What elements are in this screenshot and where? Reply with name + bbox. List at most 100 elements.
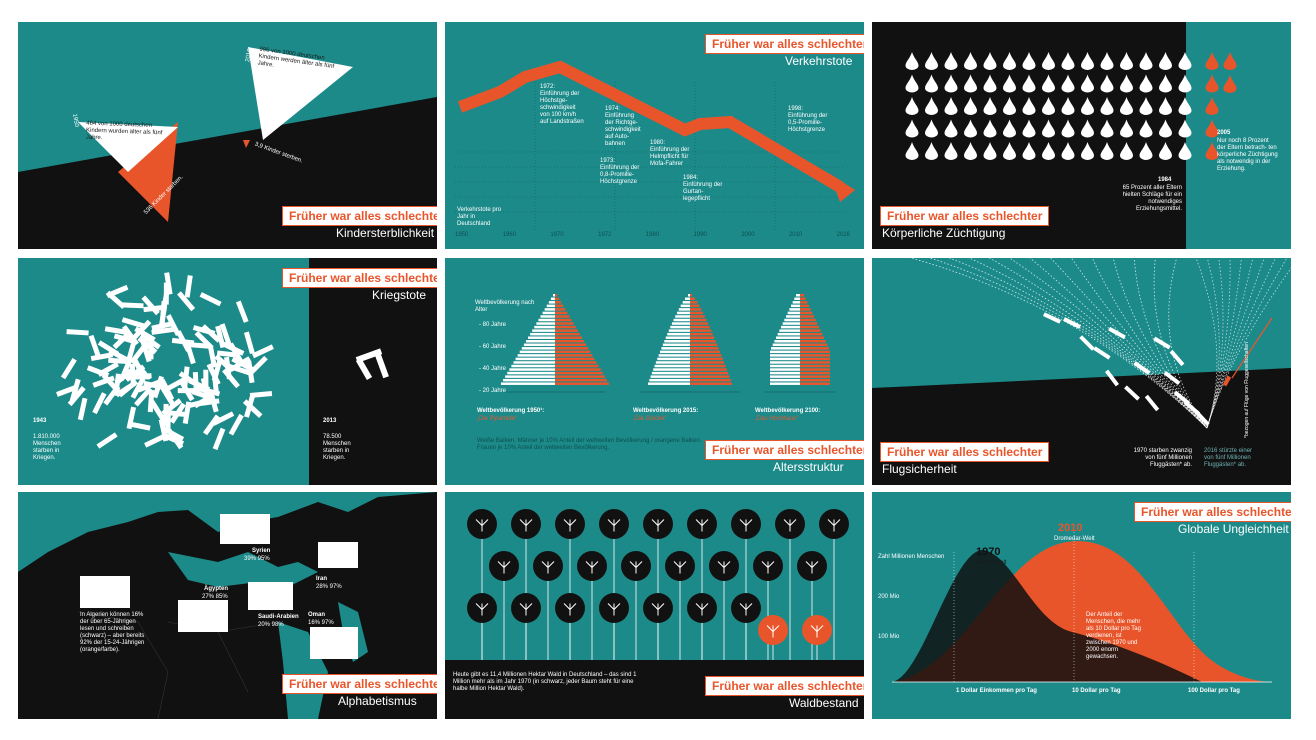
krieg-t1: 1.810.000 Menschen starben in Kriegen. bbox=[33, 434, 61, 461]
drop-icon bbox=[1159, 74, 1172, 93]
alter-bar-female bbox=[690, 340, 716, 343]
alpha-chart-syrien bbox=[220, 514, 270, 544]
ungl-mid: Der Anteil der Menschen, die mehr als 10… bbox=[1086, 612, 1141, 660]
alter-bar-male bbox=[536, 322, 555, 325]
krieg-mark bbox=[242, 399, 263, 418]
alter-l3: Weltbevölkerung 2100: bbox=[755, 408, 821, 414]
zuecht-drops bbox=[905, 52, 1237, 160]
alter-bar-female bbox=[555, 357, 595, 361]
drop-icon bbox=[1081, 74, 1094, 93]
krieg-mark bbox=[103, 384, 121, 406]
alter-bar-male bbox=[523, 343, 555, 347]
alter-bar-female bbox=[800, 350, 830, 354]
alter-bar-female bbox=[555, 325, 576, 329]
drop-icon bbox=[1223, 75, 1237, 93]
krieg-mark bbox=[212, 427, 226, 451]
flug-path bbox=[948, 258, 1208, 429]
alter-bar-female bbox=[800, 308, 811, 311]
panel-verkehrstote: 1972: Einführung der Höchstge- schwindig… bbox=[445, 22, 864, 249]
alter-bar-male bbox=[770, 371, 800, 375]
alter-bar-male bbox=[521, 347, 555, 350]
drop-icon bbox=[1178, 97, 1192, 115]
flug-plane bbox=[1163, 370, 1181, 386]
alter-bar-female bbox=[555, 364, 599, 368]
drop-icon bbox=[983, 119, 997, 138]
drop-icon bbox=[964, 52, 977, 70]
krieg-mark bbox=[56, 384, 79, 397]
flug-orange-path bbox=[1231, 317, 1273, 379]
alter-bar-female bbox=[690, 311, 704, 315]
alter-bar-female bbox=[800, 357, 830, 361]
krieg-mark bbox=[166, 428, 184, 450]
ungl-title: Globale Ungleichheit bbox=[1178, 522, 1289, 536]
drop-icon bbox=[905, 74, 919, 93]
alter-bar-male bbox=[548, 301, 555, 304]
krieg-mark bbox=[121, 324, 139, 346]
alter-bar-male bbox=[519, 350, 555, 354]
alter-bar-female bbox=[555, 301, 562, 304]
alter-bar-male bbox=[657, 357, 690, 361]
wald-title: Waldbestand bbox=[789, 696, 859, 710]
alter-bar-male bbox=[662, 343, 690, 347]
alter-title: Altersstruktur bbox=[773, 460, 844, 474]
alter-bar-male bbox=[655, 361, 690, 364]
drop-icon bbox=[1139, 74, 1153, 93]
alter-bar-male bbox=[794, 297, 800, 301]
ungl-x1: 1 Dollar Einkommen pro Tag bbox=[956, 688, 1037, 694]
flug-path bbox=[968, 258, 1208, 429]
krieg-y2: 2013 bbox=[323, 418, 337, 424]
krieg-mark bbox=[132, 319, 152, 340]
krieg-mark bbox=[92, 375, 115, 388]
drop-icon bbox=[983, 74, 997, 93]
krieg-mark bbox=[164, 272, 173, 295]
alter-bar-male bbox=[772, 343, 800, 347]
alter-bar-female bbox=[690, 325, 710, 329]
ungl-ylab3: 100 Mio bbox=[878, 634, 900, 640]
alter-bar-male bbox=[544, 308, 555, 311]
krieg-mark bbox=[187, 398, 211, 409]
alter-bar-female bbox=[555, 340, 585, 343]
alpha-main: In Algerien können 16% der über 65-Jähri… bbox=[80, 612, 145, 653]
alter-bar-male bbox=[660, 350, 690, 354]
alpha-aegyptenv: 27% 85% bbox=[202, 594, 228, 600]
alpha-saudiv: 20% 98% bbox=[258, 622, 284, 628]
verkehr-note5: 1984: Einführung der Gurtan- legepflicht bbox=[683, 175, 723, 202]
alter-bar-female bbox=[800, 371, 830, 375]
flug-path bbox=[1133, 258, 1208, 429]
alter-bar-female bbox=[690, 343, 718, 347]
alter-bar-female bbox=[800, 354, 830, 357]
alter-bar-female bbox=[690, 332, 713, 336]
alter-bar-female bbox=[555, 308, 566, 311]
drop-icon bbox=[1178, 52, 1192, 70]
alter-bar-male bbox=[651, 371, 690, 375]
alter-bar-male bbox=[515, 357, 555, 361]
alter-bar-male bbox=[789, 308, 800, 311]
alter-bar-female bbox=[800, 347, 829, 350]
krieg-mark bbox=[66, 329, 89, 336]
flug-path bbox=[928, 258, 1208, 429]
alter-bar-female bbox=[555, 343, 587, 347]
drop-icon bbox=[1205, 74, 1219, 93]
alpha-chart-saudi bbox=[248, 582, 293, 610]
krieg-mark bbox=[194, 330, 214, 350]
alter-bar-male bbox=[682, 301, 690, 304]
alter-bar-female bbox=[800, 332, 823, 336]
verkehr-axis-label: 1970 bbox=[550, 232, 564, 238]
krieg-mark bbox=[192, 325, 216, 336]
alter-bar-female bbox=[800, 375, 830, 378]
alter-bar-female bbox=[555, 371, 603, 375]
alter-bar-female bbox=[800, 315, 814, 318]
krieg-burst bbox=[56, 272, 389, 451]
krieg-mark bbox=[134, 386, 153, 407]
drop-icon bbox=[1159, 142, 1172, 160]
krieg-mark bbox=[147, 389, 155, 413]
panel-ungleichheit: 1970 Kamel Welt 2010 Dromedar-Welt Zahl … bbox=[872, 492, 1291, 719]
flug-plane bbox=[1133, 361, 1151, 375]
krieg-mark bbox=[121, 317, 145, 329]
alter-bar-female bbox=[690, 361, 725, 364]
alpha-chart-oman bbox=[310, 627, 358, 659]
alter-bar-male bbox=[779, 329, 800, 332]
flug-plane bbox=[1169, 349, 1185, 367]
alter-bar-female bbox=[800, 318, 816, 322]
alter-bar-female bbox=[800, 378, 830, 382]
